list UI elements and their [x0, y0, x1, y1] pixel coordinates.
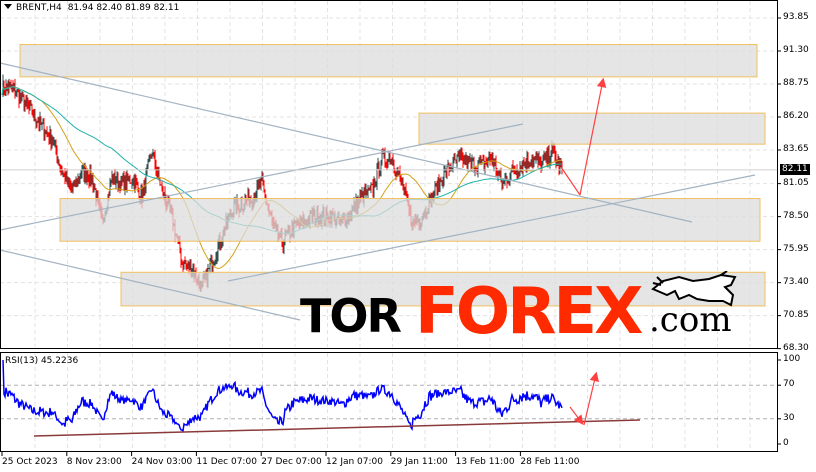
trendline [0, 62, 693, 223]
time-tick-label: 24 Nov 03:00 [131, 457, 193, 467]
price-tick-label: 73.40 [783, 276, 809, 287]
price-tick-label: 78.50 [783, 210, 809, 221]
support-resistance-zone [19, 44, 758, 78]
rsi-trendline [33, 419, 641, 437]
symbol-label: BRENT,H4 [16, 3, 62, 13]
ohlc-values: 81.94 82.40 81.89 82.11 [67, 3, 180, 13]
rsi-forecast-arrow-down [569, 406, 584, 425]
rsi-tick-label: 100 [783, 354, 801, 364]
forecast-arrow-up [579, 77, 607, 196]
time-tick-label: 12 Jan 07:00 [326, 457, 383, 467]
chart-header: BRENT,H4 81.94 82.40 81.89 82.11 [4, 3, 179, 13]
support-resistance-zone [59, 198, 761, 242]
current-price-label: 82.11 [780, 163, 810, 175]
rsi-forecast-arrow-up [583, 371, 600, 426]
support-resistance-zone [418, 112, 766, 145]
rsi-line [2, 359, 563, 433]
price-tick-label: 75.95 [783, 243, 809, 254]
rsi-tick-label: 0 [783, 438, 789, 448]
price-tick-label: 86.20 [783, 110, 809, 121]
price-tick-label: 93.85 [783, 12, 809, 22]
time-tick-label: 25 Oct 2023 [2, 457, 58, 467]
time-tick-label: 11 Dec 07:00 [196, 457, 257, 467]
time-tick-label: 13 Feb 11:00 [455, 457, 515, 467]
trendline [0, 123, 524, 231]
time-tick-label: 28 Feb 11:00 [520, 457, 580, 467]
rsi-panel-border [0, 352, 778, 452]
price-tick-label: 68.30 [783, 342, 809, 353]
price-tick-label: 91.30 [783, 44, 809, 55]
price-tick-label: 81.05 [783, 177, 809, 188]
torforex-logo: TOR FOREX .com [297, 271, 747, 349]
logo-forex: FOREX [415, 275, 643, 349]
main-panel-border [0, 0, 778, 349]
rsi-tick-label: 30 [783, 412, 795, 423]
rsi-label: RSI(13) 45.2236 [5, 356, 79, 366]
trendline [227, 174, 756, 282]
logo-com: .com [649, 300, 732, 340]
price-tick-label: 83.65 [783, 143, 809, 154]
time-tick-label: 27 Dec 07:00 [261, 457, 322, 467]
collapse-triangle-icon[interactable] [4, 4, 12, 9]
rsi-tick-label: 70 [783, 379, 795, 390]
price-tick-label: 88.75 [783, 77, 809, 88]
time-tick-label: 8 Nov 23:00 [66, 457, 122, 467]
time-tick-label: 29 Jan 11:00 [390, 457, 448, 467]
trendline [0, 249, 301, 321]
logo-tor: TOR [300, 289, 402, 343]
bull-icon [651, 271, 737, 307]
forecast-arrow-down [560, 166, 581, 196]
price-tick-label: 70.85 [783, 309, 809, 320]
